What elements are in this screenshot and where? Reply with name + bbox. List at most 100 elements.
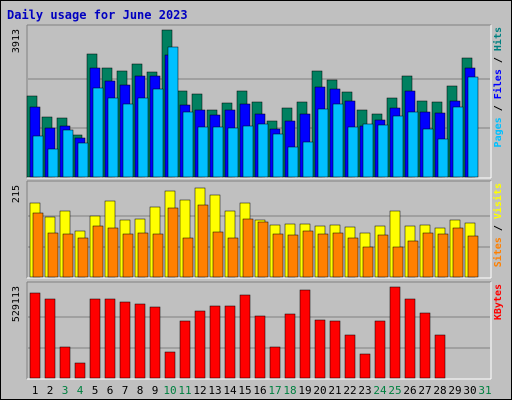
legend-part: / bbox=[493, 219, 504, 237]
bar-kbytes-day-13 bbox=[209, 305, 221, 379]
bar-pages-day-24 bbox=[377, 124, 389, 178]
legend-part: Files bbox=[492, 69, 504, 99]
legend-part: Pages bbox=[493, 117, 504, 147]
bar-pages-day-4 bbox=[77, 142, 89, 178]
legend-part: / bbox=[493, 99, 504, 117]
bar-pages-day-15 bbox=[242, 125, 254, 178]
bar-pages-day-6 bbox=[107, 97, 119, 178]
bar-sites-day-20 bbox=[317, 233, 329, 278]
bar-kbytes-day-23 bbox=[359, 353, 371, 379]
day-label-19: 19 bbox=[298, 384, 311, 397]
bar-sites-day-18 bbox=[287, 234, 299, 278]
bar-sites-day-13 bbox=[212, 231, 224, 278]
bar-kbytes-day-25 bbox=[389, 286, 401, 379]
bar-kbytes-day-3 bbox=[59, 346, 71, 379]
bar-sites-day-8 bbox=[137, 232, 149, 278]
bar-kbytes-day-12 bbox=[194, 310, 206, 379]
day-label-23: 23 bbox=[358, 384, 371, 397]
day-label-31: 31 bbox=[478, 384, 491, 397]
bar-pages-day-29 bbox=[452, 106, 464, 178]
legend-part: Hits bbox=[492, 27, 504, 51]
bar-kbytes-day-7 bbox=[119, 301, 131, 379]
bar-pages-day-13 bbox=[212, 126, 224, 178]
bar-kbytes-day-11 bbox=[179, 320, 191, 379]
day-label-30: 30 bbox=[463, 384, 476, 397]
bar-kbytes-day-1 bbox=[29, 292, 41, 379]
y-max-label: 215 bbox=[11, 185, 22, 203]
bar-pages-day-1 bbox=[32, 135, 44, 178]
day-label-7: 7 bbox=[122, 384, 129, 397]
bar-kbytes-day-17 bbox=[269, 346, 281, 379]
day-label-22: 22 bbox=[343, 384, 356, 397]
bar-kbytes-day-22 bbox=[344, 334, 356, 379]
day-label-20: 20 bbox=[313, 384, 326, 397]
day-label-10: 10 bbox=[163, 384, 176, 397]
bar-pages-day-5 bbox=[92, 87, 104, 178]
series-legend: Sites / Visits bbox=[492, 183, 504, 267]
bar-pages-day-18 bbox=[287, 146, 299, 178]
day-label-12: 12 bbox=[193, 384, 206, 397]
bar-sites-day-27 bbox=[422, 232, 434, 278]
bar-pages-day-23 bbox=[362, 123, 374, 178]
y-max-label: 529113 bbox=[11, 286, 22, 322]
bar-pages-day-3 bbox=[62, 129, 74, 178]
bar-sites-day-21 bbox=[332, 232, 344, 278]
bar-sites-day-19 bbox=[302, 230, 314, 278]
bar-sites-day-2 bbox=[47, 232, 59, 278]
day-label-16: 16 bbox=[253, 384, 266, 397]
bar-kbytes-day-14 bbox=[224, 305, 236, 379]
day-label-24: 24 bbox=[373, 384, 387, 397]
bar-sites-day-14 bbox=[227, 237, 239, 278]
bar-sites-day-9 bbox=[152, 233, 164, 278]
bar-sites-day-3 bbox=[62, 233, 74, 278]
day-label-18: 18 bbox=[283, 384, 296, 397]
bar-kbytes-day-28 bbox=[434, 334, 446, 379]
bar-pages-day-17 bbox=[272, 133, 284, 178]
bar-sites-day-30 bbox=[467, 235, 479, 278]
day-label-13: 13 bbox=[208, 384, 221, 397]
bar-pages-day-20 bbox=[317, 108, 329, 178]
legend-part: KBytes bbox=[493, 284, 504, 320]
bar-kbytes-day-18 bbox=[284, 313, 296, 379]
bar-sites-day-12 bbox=[197, 204, 209, 278]
legend-part: Visits bbox=[492, 183, 504, 219]
bar-pages-day-16 bbox=[257, 123, 269, 178]
day-label-17: 17 bbox=[268, 384, 281, 397]
day-label-1: 1 bbox=[32, 384, 39, 397]
bar-pages-day-21 bbox=[332, 103, 344, 178]
bar-sites-day-7 bbox=[122, 233, 134, 278]
bar-pages-day-2 bbox=[47, 148, 59, 178]
bar-kbytes-day-21 bbox=[329, 320, 341, 379]
bar-pages-day-14 bbox=[227, 127, 239, 178]
day-label-5: 5 bbox=[92, 384, 99, 397]
bar-sites-day-5 bbox=[92, 225, 104, 278]
day-label-28: 28 bbox=[433, 384, 446, 397]
bar-sites-day-1 bbox=[32, 212, 44, 278]
bar-pages-day-25 bbox=[392, 115, 404, 178]
bar-kbytes-day-5 bbox=[89, 298, 101, 379]
bar-pages-day-19 bbox=[302, 141, 314, 178]
legend-part: / bbox=[493, 51, 504, 69]
day-label-27: 27 bbox=[418, 384, 431, 397]
day-label-11: 11 bbox=[178, 384, 191, 397]
bar-kbytes-day-16 bbox=[254, 315, 266, 379]
bar-kbytes-day-4 bbox=[74, 362, 86, 379]
bar-sites-day-4 bbox=[77, 237, 89, 278]
bar-pages-day-10 bbox=[167, 46, 179, 178]
day-label-3: 3 bbox=[62, 384, 69, 397]
legend-part: Sites bbox=[492, 237, 504, 267]
bar-sites-day-24 bbox=[377, 234, 389, 278]
series-legend: KBytes bbox=[493, 284, 504, 320]
day-label-29: 29 bbox=[448, 384, 461, 397]
bar-pages-day-7 bbox=[122, 103, 134, 178]
day-label-14: 14 bbox=[223, 384, 237, 397]
bar-sites-day-16 bbox=[257, 221, 269, 278]
bar-pages-day-30 bbox=[467, 76, 479, 178]
bar-sites-day-10 bbox=[167, 207, 179, 278]
bar-pages-day-26 bbox=[407, 111, 419, 178]
bar-kbytes-day-9 bbox=[149, 306, 161, 379]
bar-kbytes-day-24 bbox=[374, 320, 386, 379]
bar-kbytes-day-26 bbox=[404, 298, 416, 379]
